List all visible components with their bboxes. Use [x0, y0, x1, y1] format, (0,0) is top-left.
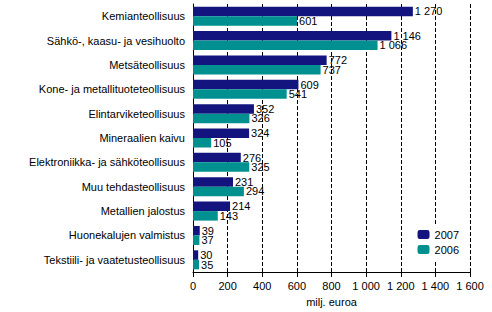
svg-text:Mineraalien kaivu: Mineraalien kaivu [99, 132, 185, 144]
svg-text:276: 276 [242, 151, 262, 164]
svg-text:737: 737 [323, 64, 341, 76]
svg-text:541: 541 [289, 88, 307, 100]
svg-text:Elintarviketeollisuus: Elintarviketeollisuus [88, 108, 185, 120]
svg-text:200: 200 [218, 280, 236, 292]
svg-text:milj. euroa: milj. euroa [306, 296, 358, 308]
svg-text:324: 324 [251, 127, 269, 139]
svg-text:400: 400 [253, 280, 271, 292]
svg-text:326: 326 [251, 112, 269, 124]
svg-text:30: 30 [200, 249, 213, 262]
svg-text:294: 294 [246, 185, 264, 197]
svg-text:143: 143 [220, 210, 238, 222]
svg-text:39: 39 [201, 224, 214, 237]
svg-text:1 270: 1 270 [415, 5, 443, 17]
svg-text:Sähkö-, kaasu- ja vesihuolto: Sähkö-, kaasu- ja vesihuolto [47, 35, 185, 47]
svg-text:2006: 2006 [435, 244, 459, 256]
svg-text:Metallien jalostus: Metallien jalostus [101, 205, 186, 217]
svg-text:1 400: 1 400 [422, 280, 450, 292]
svg-text:Kemianteollisuus: Kemianteollisuus [102, 10, 186, 22]
svg-text:325: 325 [251, 161, 269, 173]
svg-text:1 000: 1 000 [352, 280, 380, 292]
svg-text:Metsäteollisuus: Metsäteollisuus [109, 59, 185, 71]
svg-text:600: 600 [288, 280, 306, 292]
svg-text:Tekstiili- ja vaatetusteollisu: Tekstiili- ja vaatetusteollisuus [44, 254, 186, 266]
svg-text:Kone- ja metallituoteteollisuu: Kone- ja metallituoteteollisuus [39, 83, 186, 95]
svg-text:609: 609 [300, 78, 319, 91]
svg-text:352: 352 [255, 102, 275, 115]
svg-text:37: 37 [201, 234, 213, 246]
svg-text:105: 105 [213, 137, 231, 149]
svg-text:214: 214 [232, 200, 251, 213]
svg-text:Huonekalujen valmistus: Huonekalujen valmistus [69, 229, 186, 241]
svg-text:231: 231 [235, 176, 254, 188]
svg-text:Elektroniikka- ja sähköteollis: Elektroniikka- ja sähköteollisuus [29, 156, 185, 168]
svg-text:35: 35 [201, 259, 213, 271]
svg-text:1 600: 1 600 [456, 280, 484, 292]
svg-text:1 066: 1 066 [380, 39, 408, 51]
svg-text:1 200: 1 200 [387, 280, 415, 292]
svg-text:2007: 2007 [435, 229, 459, 241]
svg-text:1 146: 1 146 [393, 29, 421, 42]
svg-text:772: 772 [328, 54, 347, 67]
svg-text:Muu tehdasteollisuus: Muu tehdasteollisuus [82, 181, 186, 193]
svg-text:0: 0 [190, 280, 196, 292]
svg-text:601: 601 [299, 15, 317, 27]
svg-text:800: 800 [322, 280, 340, 292]
